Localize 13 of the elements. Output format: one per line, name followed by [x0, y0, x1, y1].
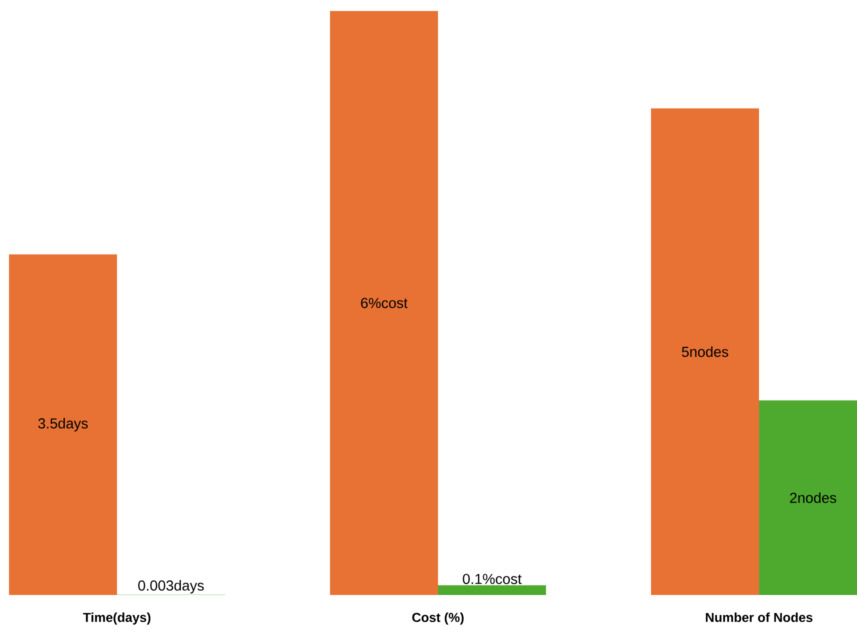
bar — [438, 585, 546, 595]
bar — [330, 10, 438, 595]
data-label: 0.1%cost — [462, 574, 522, 584]
data-label: 2nodes — [790, 492, 836, 503]
x-tick-label: Time(days) — [83, 612, 150, 625]
x-tick-label: Cost (%) — [412, 612, 464, 625]
data-label: 0.003days — [138, 580, 204, 594]
data-label: 6%cost — [361, 298, 408, 308]
bar — [9, 254, 117, 595]
x-tick-label: Number of Nodes — [706, 612, 812, 622]
bar — [651, 108, 760, 595]
data-label: 3.5days — [38, 418, 88, 432]
data-label: 5nodes — [682, 346, 728, 357]
